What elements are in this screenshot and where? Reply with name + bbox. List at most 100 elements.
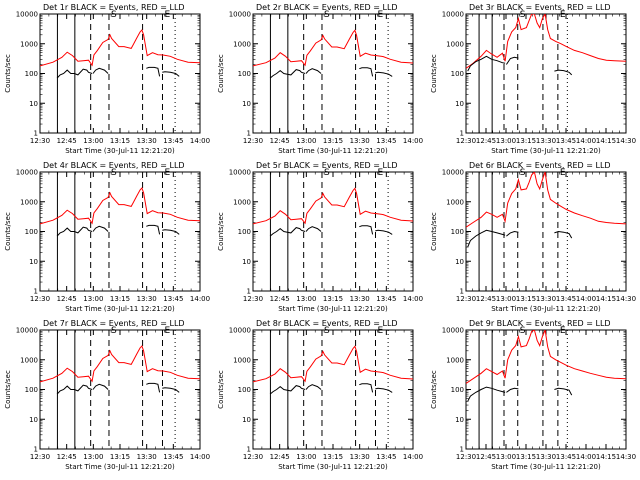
- y-axis-label: Counts/sec: [430, 212, 438, 251]
- events-series-line: [467, 386, 506, 402]
- x-tick-label: 13:15: [323, 295, 343, 303]
- events-series-line: [375, 71, 393, 77]
- time-marker-label: E: [164, 10, 170, 20]
- x-tick-label: 14:30: [616, 295, 636, 303]
- y-tick-label: 10: [455, 258, 464, 266]
- events-series-line: [146, 382, 161, 393]
- events-series-line: [506, 230, 519, 237]
- x-tick-label: 13:30: [536, 453, 556, 461]
- series-group: [466, 172, 626, 248]
- x-tick-label: 14:00: [403, 453, 423, 461]
- time-marker-label: E: [560, 326, 566, 336]
- events-series-line: [375, 229, 393, 235]
- x-tick-label: 12:30: [456, 453, 476, 461]
- x-axis-label: Start Time (30-Jul-11 12:21:20): [491, 147, 601, 155]
- y-tick-label: 100: [238, 70, 251, 78]
- x-tick-label: 13:45: [163, 295, 183, 303]
- y-tick-label: 10000: [229, 327, 251, 335]
- series-group: [253, 187, 413, 237]
- x-tick-label: 13:30: [137, 295, 157, 303]
- time-marker-label: S: [324, 168, 330, 178]
- x-axis-label: Start Time (30-Jul-11 12:21:20): [65, 305, 175, 313]
- x-tick-label: 14:30: [616, 453, 636, 461]
- x-tick-label: 12:30: [30, 295, 50, 303]
- panel-title: Det 5r BLACK = Events, RED = LLD: [256, 161, 398, 170]
- x-tick-label: 12:45: [57, 137, 77, 145]
- y-tick-label: 1000: [20, 356, 38, 364]
- y-tick-label: 100: [451, 386, 464, 394]
- y-tick-label: 10000: [16, 327, 38, 335]
- lld-series-line: [40, 187, 200, 225]
- x-tick-label: 14:00: [576, 453, 596, 461]
- lld-series-line: [40, 345, 200, 383]
- panel-title: Det 3r BLACK = Events, RED = LLD: [469, 3, 611, 12]
- time-marker-label: S: [111, 168, 117, 178]
- series-group: [466, 14, 626, 76]
- events-series-line: [305, 68, 322, 74]
- y-tick-label: 1: [247, 446, 251, 454]
- x-tick-label: 13:45: [376, 295, 396, 303]
- lld-series-line: [253, 29, 413, 67]
- series-group: [40, 29, 200, 79]
- y-tick-label: 1: [247, 288, 251, 296]
- x-axis-label: Start Time (30-Jul-11 12:21:20): [491, 305, 601, 313]
- x-tick-label: 12:45: [270, 137, 290, 145]
- y-tick-label: 100: [238, 228, 251, 236]
- x-axis-label: Start Time (30-Jul-11 12:21:20): [278, 147, 388, 155]
- x-tick-label: 14:30: [616, 137, 636, 145]
- chart-panel-5: Det 5r BLACK = Events, RED = LLD 1 10 100 10…: [217, 161, 423, 313]
- x-tick-label: 12:30: [243, 137, 263, 145]
- x-tick-label: 12:30: [243, 453, 263, 461]
- time-marker-label: S: [324, 326, 330, 336]
- time-marker-label: E: [560, 168, 566, 178]
- y-tick-label: 100: [25, 228, 38, 236]
- x-tick-label: 13:45: [376, 137, 396, 145]
- x-tick-label: 14:00: [403, 137, 423, 145]
- events-series-line: [554, 69, 573, 76]
- x-tick-label: 13:45: [163, 453, 183, 461]
- x-tick-label: 13:00: [296, 137, 316, 145]
- y-tick-label: 1: [460, 130, 464, 138]
- y-tick-label: 10: [29, 416, 38, 424]
- panel-title: Det 1r BLACK = Events, RED = LLD: [43, 3, 185, 12]
- y-axis-label: Counts/sec: [217, 370, 225, 409]
- x-tick-label: 12:45: [476, 295, 496, 303]
- x-tick-label: 14:15: [596, 453, 616, 461]
- y-tick-label: 100: [451, 228, 464, 236]
- events-series-line: [162, 71, 180, 77]
- y-tick-label: 1000: [20, 40, 38, 48]
- events-series-line: [467, 229, 506, 248]
- events-series-line: [269, 69, 306, 79]
- events-series-line: [375, 387, 393, 393]
- events-series-line: [56, 226, 93, 237]
- lld-series-line: [466, 330, 626, 384]
- series-group: [466, 330, 626, 402]
- x-tick-label: 12:45: [57, 295, 77, 303]
- lld-series-line: [40, 29, 200, 67]
- chart-panel-8: Det 8r BLACK = Events, RED = LLD 1 10 100 10…: [217, 319, 423, 471]
- events-series-line: [359, 383, 374, 393]
- y-axis-label: Counts/sec: [430, 54, 438, 93]
- time-marker-label: E: [377, 168, 383, 178]
- events-series-line: [305, 384, 322, 390]
- y-tick-label: 1: [34, 130, 38, 138]
- y-tick-label: 100: [25, 386, 38, 394]
- x-tick-label: 12:30: [30, 137, 50, 145]
- x-tick-label: 12:30: [243, 295, 263, 303]
- time-marker-label: S: [111, 10, 117, 20]
- chart-panel-1: Det 1r BLACK = Events, RED = LLD 1 10 100 10…: [4, 3, 210, 155]
- time-marker-label: S: [520, 326, 526, 336]
- x-tick-label: 13:30: [137, 137, 157, 145]
- events-series-line: [505, 56, 519, 65]
- events-series-line: [92, 225, 109, 232]
- panel-title: Det 4r BLACK = Events, RED = LLD: [43, 161, 185, 170]
- x-tick-label: 14:15: [596, 295, 616, 303]
- time-marker-label: E: [560, 10, 566, 20]
- x-tick-label: 12:45: [270, 453, 290, 461]
- y-axis-label: Counts/sec: [217, 212, 225, 251]
- events-series-line: [554, 230, 573, 239]
- series-group: [253, 345, 413, 395]
- time-marker-label: S: [324, 10, 330, 20]
- x-tick-label: 13:00: [296, 453, 316, 461]
- x-tick-label: 13:00: [496, 295, 516, 303]
